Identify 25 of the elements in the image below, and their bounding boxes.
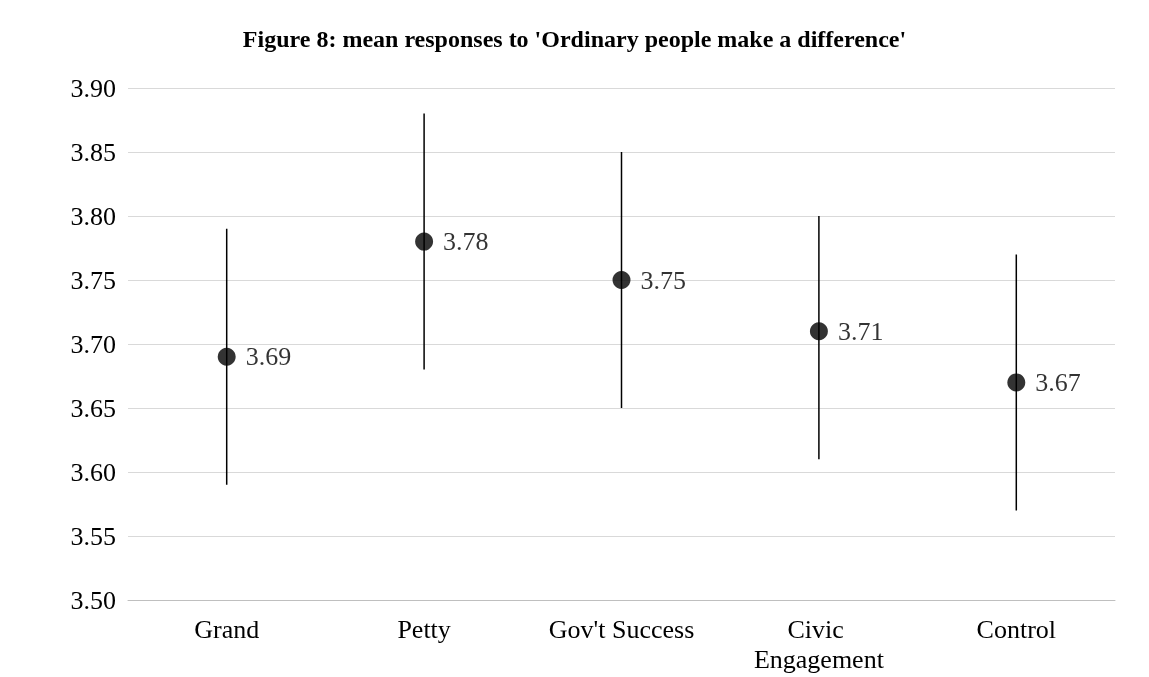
point — [415, 232, 434, 251]
data-label: 3.69 — [245, 342, 292, 372]
y-tick-label: 3.65 — [70, 393, 116, 423]
y-tick-label: 3.90 — [70, 73, 116, 103]
x-tick-label: Civic Engagement — [753, 614, 885, 674]
y-tick-label: 3.60 — [70, 457, 116, 487]
point — [612, 271, 631, 289]
data-label: 3.75 — [640, 265, 686, 295]
x-tick-label: Grand — [194, 614, 260, 644]
y-tick-label: 3.55 — [70, 521, 116, 551]
y-tick-label: 3.75 — [70, 265, 116, 295]
data-label: 3.78 — [443, 227, 489, 257]
data-label: 3.71 — [837, 316, 884, 346]
x-tick-label: Gov't Success — [548, 614, 695, 644]
x-tick-label: Control — [976, 614, 1057, 644]
y-tick-label: 3.85 — [70, 137, 116, 167]
chart-title: Figure 8: mean responses to 'Ordinary people make a difference' — [242, 26, 907, 52]
point — [217, 347, 236, 366]
point — [809, 322, 828, 341]
y-tick-label: 3.70 — [70, 329, 116, 359]
point — [1007, 373, 1026, 392]
y-tick-label: 3.80 — [70, 201, 116, 231]
data-label: 3.67 — [1035, 367, 1081, 397]
y-tick-label: 3.50 — [70, 585, 116, 615]
x-tick-label: Petty — [397, 614, 451, 644]
